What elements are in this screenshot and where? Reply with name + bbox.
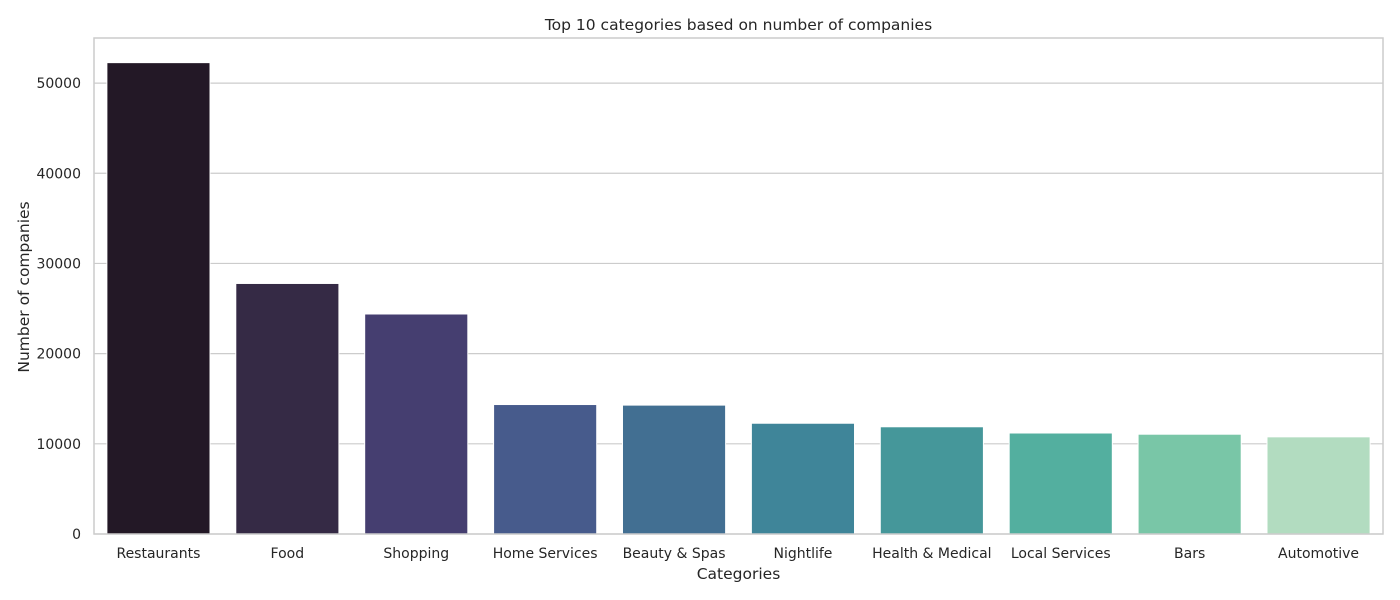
bar <box>106 62 211 535</box>
y-tick-label: 0 <box>72 527 81 543</box>
x-tick-label: Restaurants <box>116 546 200 562</box>
y-tick-label: 10000 <box>36 437 81 453</box>
x-tick-label: Food <box>271 546 305 562</box>
x-tick-label: Automotive <box>1278 546 1359 562</box>
x-tick-label: Home Services <box>493 546 598 562</box>
bar <box>1266 436 1371 535</box>
x-tick-label: Bars <box>1174 546 1205 562</box>
bar <box>879 426 984 535</box>
bar <box>621 404 727 535</box>
bar <box>235 282 340 535</box>
x-tick-label: Local Services <box>1011 546 1111 562</box>
plot-frame <box>93 37 1384 535</box>
y-tick-label: 50000 <box>36 76 81 92</box>
y-axis-title: Number of companies <box>15 201 33 372</box>
bar <box>493 404 598 535</box>
x-tick-label: Nightlife <box>773 546 832 562</box>
y-tick-label: 40000 <box>36 166 81 182</box>
y-axis-ticks: 0 10000 20000 30000 40000 50000 <box>36 76 81 543</box>
bars <box>106 62 1371 535</box>
bar <box>1137 433 1242 535</box>
x-axis-title: Categories <box>697 565 781 583</box>
bar <box>1008 432 1113 535</box>
bar <box>750 422 856 535</box>
x-tick-label: Shopping <box>383 546 449 562</box>
x-tick-label: Health & Medical <box>872 546 991 562</box>
chart-title: Top 10 categories based on number of com… <box>544 16 932 34</box>
x-axis-ticks: Restaurants Food Shopping Home Services Beau… <box>116 546 1359 562</box>
y-tick-label: 30000 <box>36 256 81 272</box>
x-tick-label: Beauty & Spas <box>623 546 726 562</box>
y-tick-label: 20000 <box>36 347 81 363</box>
bar <box>364 313 469 535</box>
